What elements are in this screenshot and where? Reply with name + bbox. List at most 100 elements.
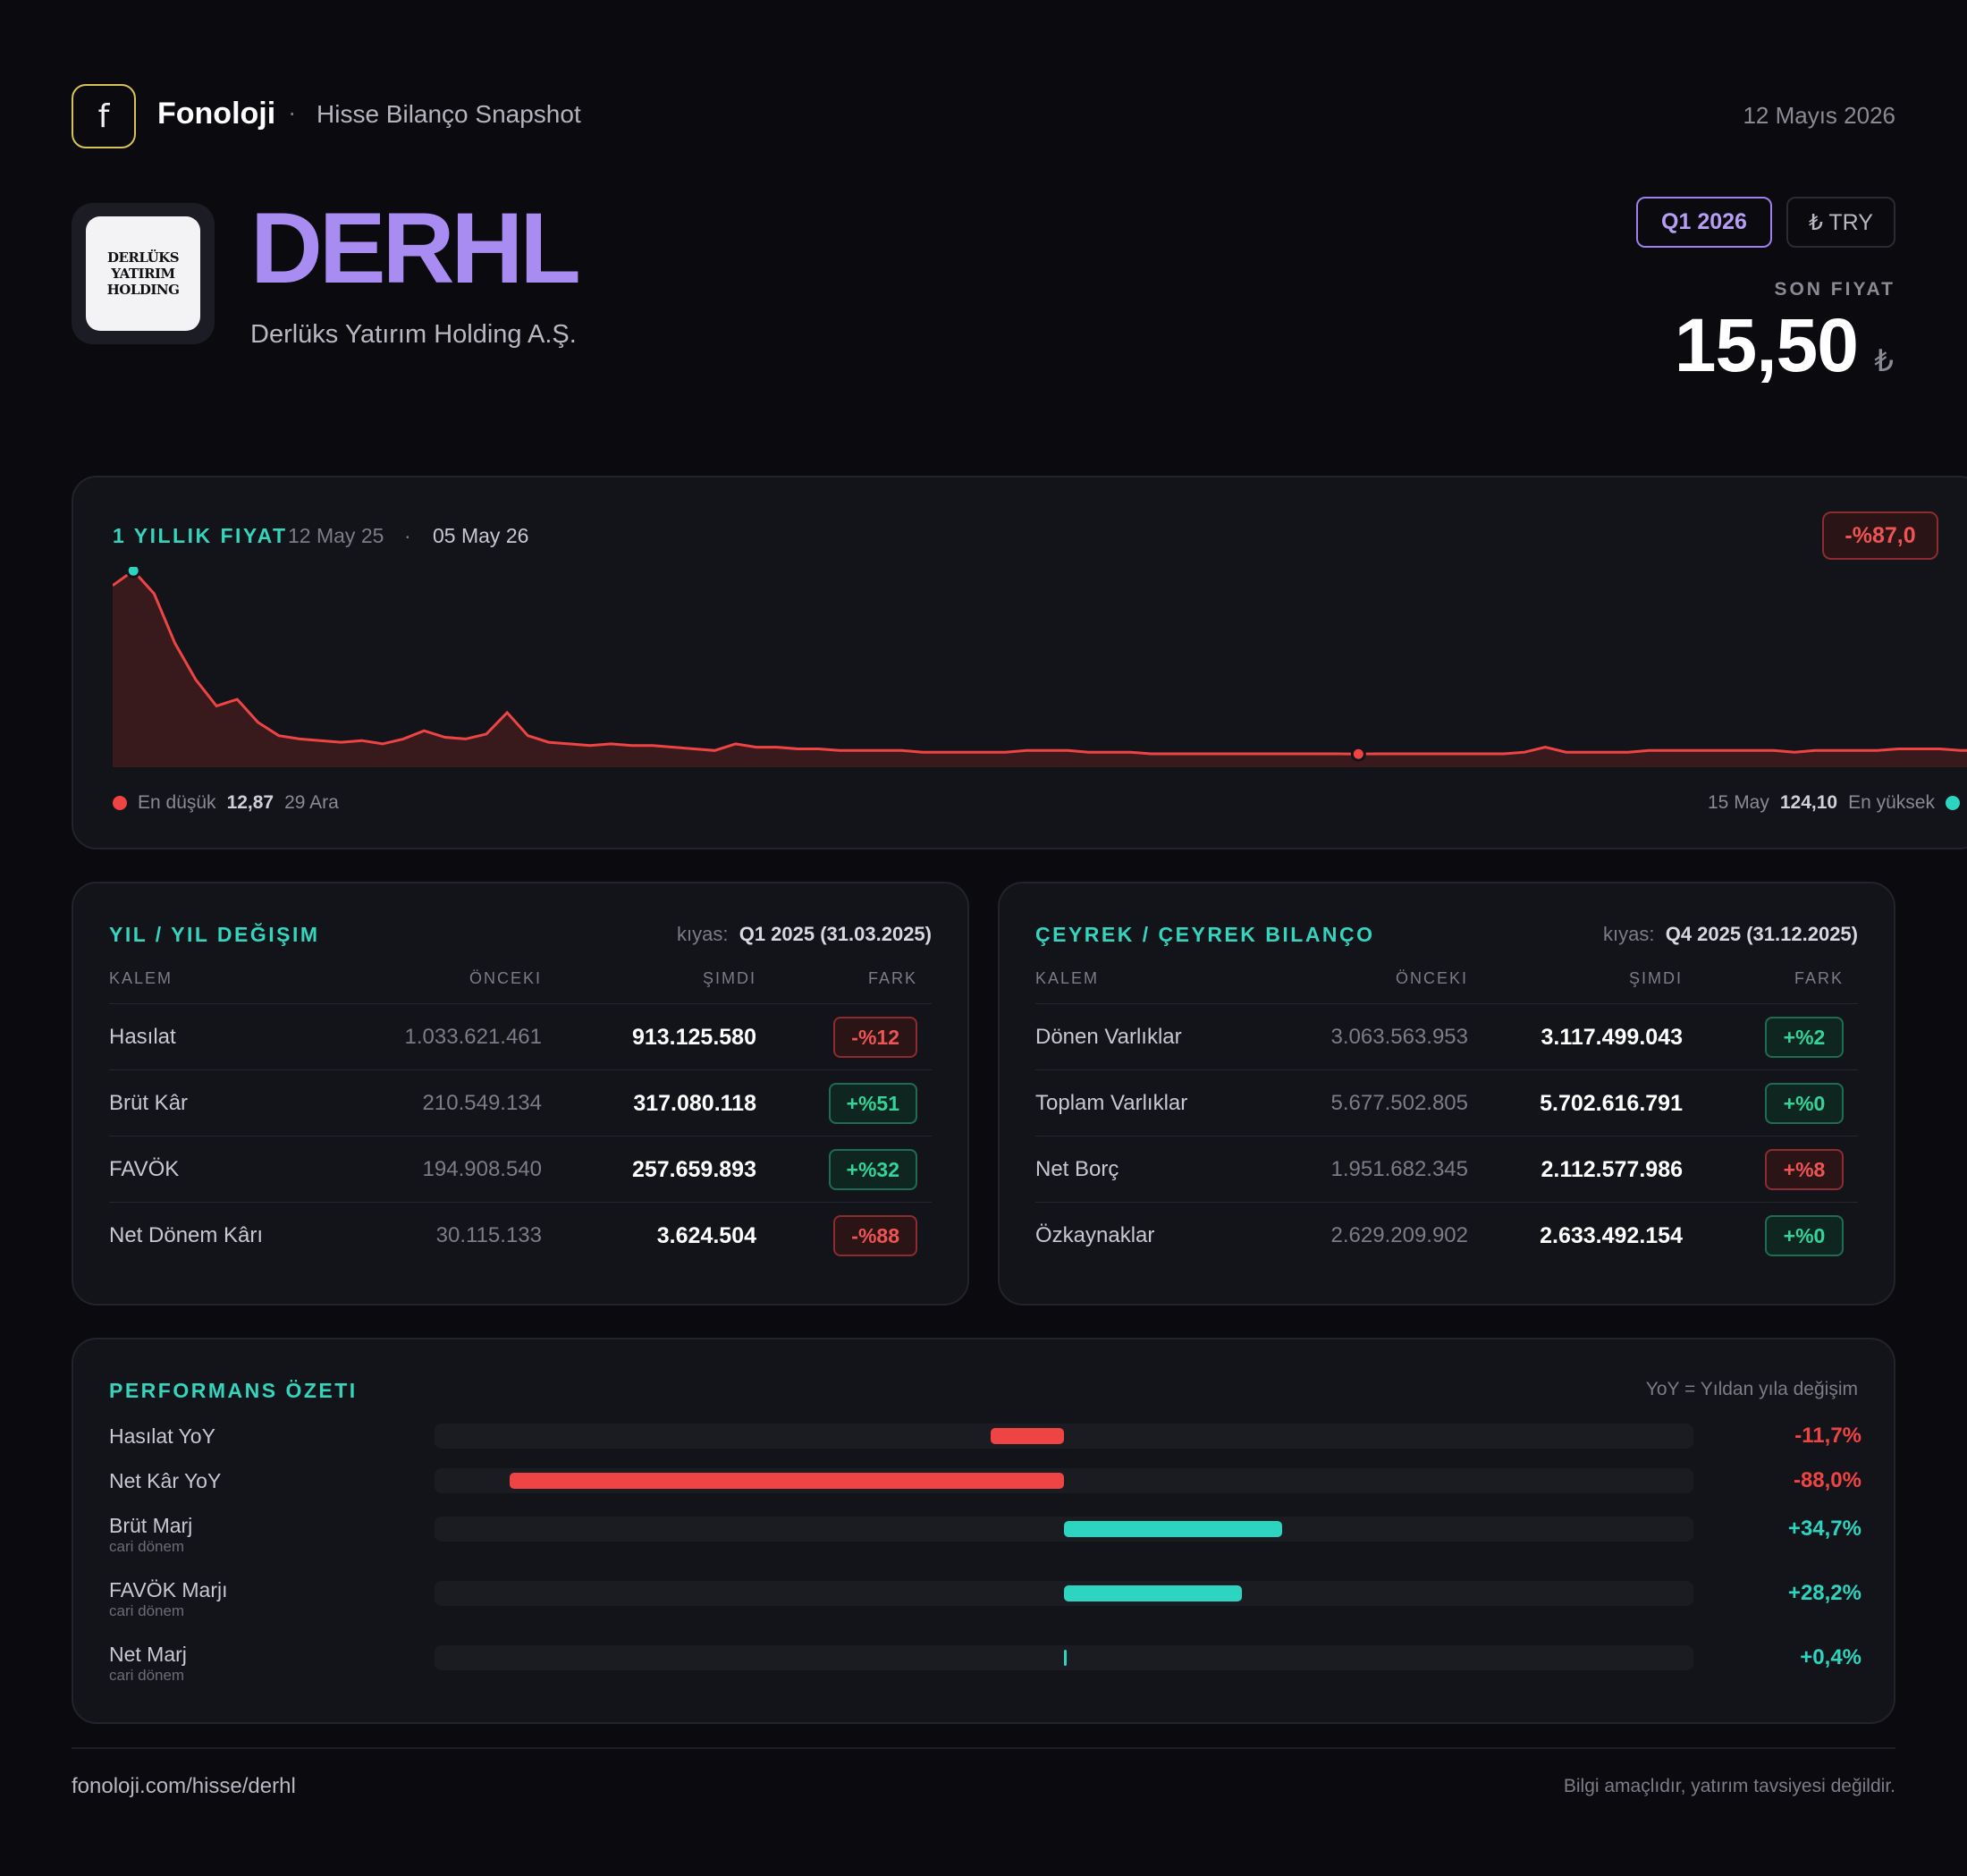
report-date: 12 Mayıs 2026 bbox=[1743, 102, 1895, 129]
row-diff-cell: +%0 bbox=[1765, 1070, 1844, 1137]
row-current: 317.080.118 bbox=[633, 1090, 756, 1116]
qoq-comparison: kıyas: Q4 2025 (31.12.2025) bbox=[1603, 923, 1858, 946]
row-current: 2.633.492.154 bbox=[1540, 1222, 1683, 1248]
performance-value: +28,2% bbox=[1787, 1581, 1861, 1605]
row-diff-cell: +%8 bbox=[1765, 1137, 1844, 1203]
performance-bar bbox=[510, 1473, 1064, 1489]
performance-bar bbox=[990, 1428, 1064, 1444]
qoq-title: ÇEYREK / ÇEYREK BILANÇO bbox=[1035, 923, 1375, 946]
header-kalem: KALEM bbox=[1035, 969, 1100, 987]
company-logo-image: DERLÜKS YATIRIM HOLDING bbox=[86, 216, 200, 331]
performance-title: PERFORMANS ÖZETI bbox=[109, 1379, 358, 1402]
row-previous: 3.063.563.953 bbox=[1330, 1025, 1468, 1049]
performance-sublabel: cari dönem bbox=[109, 1538, 185, 1555]
header-subtitle: Hisse Bilanço Snapshot bbox=[317, 100, 581, 128]
yoy-kiyas-label: kıyas: bbox=[677, 923, 729, 945]
performance-label: Hasılat YoY bbox=[109, 1424, 215, 1448]
row-current: 2.112.577.986 bbox=[1541, 1156, 1684, 1182]
performance-track bbox=[435, 1424, 1693, 1449]
row-previous: 1.033.621.461 bbox=[404, 1025, 542, 1049]
row-name: Dönen Varlıklar bbox=[1035, 1025, 1182, 1049]
row-previous: 2.629.209.902 bbox=[1330, 1223, 1468, 1247]
table-row: Brüt Kâr 210.549.134 317.080.118 +%51 bbox=[109, 1069, 932, 1136]
yoy-title: YIL / YIL DEĞIŞIM bbox=[109, 923, 320, 946]
row-name: Net Borç bbox=[1035, 1157, 1119, 1181]
price-chart-card: 1 YILLIK FIYAT 12 May 25 · 05 May 26 -%8… bbox=[72, 476, 1967, 849]
performance-bar bbox=[1064, 1585, 1242, 1601]
table-row: Dönen Varlıklar 3.063.563.953 3.117.499.04… bbox=[1035, 1003, 1858, 1069]
performance-sublabel: cari dönem bbox=[109, 1667, 185, 1684]
high-value: 124,10 bbox=[1779, 792, 1838, 813]
performance-bar bbox=[1064, 1521, 1283, 1537]
qoq-table-card: ÇEYREK / ÇEYREK BILANÇO kıyas: Q4 2025 (… bbox=[998, 882, 1895, 1306]
yoy-comparison: kıyas: Q1 2025 (31.03.2025) bbox=[677, 923, 932, 946]
period-badge[interactable]: Q1 2026 bbox=[1636, 197, 1772, 248]
currency-badge[interactable]: ₺ TRY bbox=[1786, 197, 1895, 248]
performance-track bbox=[435, 1581, 1693, 1606]
chart-title: 1 YILLIK FIYAT bbox=[113, 524, 288, 547]
performance-value: +34,7% bbox=[1787, 1517, 1861, 1541]
performance-label: FAVÖK Marjı bbox=[109, 1578, 228, 1601]
yoy-table-card: YIL / YIL DEĞIŞIM kıyas: Q1 2025 (31.03.… bbox=[72, 882, 969, 1306]
low-value: 12,87 bbox=[226, 792, 274, 813]
yoy-table-header: KALEM ÖNCEKI ŞIMDI FARK bbox=[109, 969, 932, 991]
performance-value: -88,0% bbox=[1793, 1468, 1861, 1492]
header-fark: FARK bbox=[1794, 969, 1844, 987]
performance-value: +0,4% bbox=[1800, 1645, 1861, 1669]
table-row: Hasılat 1.033.621.461 913.125.580 -%12 bbox=[109, 1003, 932, 1069]
performance-value: -11,7% bbox=[1794, 1424, 1861, 1448]
row-name: FAVÖK bbox=[109, 1157, 180, 1181]
row-current: 3.117.499.043 bbox=[1541, 1024, 1684, 1050]
low-label: En düşük bbox=[138, 792, 216, 813]
yoy-kiyas-value: Q1 2025 (31.03.2025) bbox=[739, 923, 932, 945]
header-onceki: ÖNCEKI bbox=[1395, 969, 1468, 987]
low-dot-icon bbox=[113, 796, 127, 810]
diff-badge: +%32 bbox=[828, 1149, 917, 1190]
row-name: Özkaynaklar bbox=[1035, 1223, 1155, 1247]
last-price: 15,50 bbox=[1674, 303, 1859, 387]
diff-badge: +%0 bbox=[1765, 1083, 1844, 1124]
row-name: Brüt Kâr bbox=[109, 1091, 189, 1115]
high-date: 15 May bbox=[1708, 792, 1769, 813]
ticker-symbol: DERHL bbox=[250, 192, 581, 304]
price-area-fill bbox=[113, 570, 1967, 767]
price-change-badge: -%87,0 bbox=[1822, 511, 1938, 560]
diff-badge: -%12 bbox=[833, 1017, 917, 1058]
company-logo: DERLÜKS YATIRIM HOLDING bbox=[72, 203, 215, 344]
chart-high-legend: 15 May 124,10 En yüksek bbox=[1708, 792, 1960, 814]
row-diff-cell: +%32 bbox=[828, 1137, 917, 1203]
row-name: Toplam Varlıklar bbox=[1035, 1091, 1188, 1115]
performance-track bbox=[435, 1468, 1693, 1493]
row-previous: 1.951.682.345 bbox=[1330, 1157, 1468, 1181]
diff-badge: +%51 bbox=[828, 1083, 917, 1124]
header-simdi: ŞIMDI bbox=[702, 969, 756, 987]
qoq-table-header: KALEM ÖNCEKI ŞIMDI FARK bbox=[1035, 969, 1858, 991]
header-onceki: ÖNCEKI bbox=[469, 969, 542, 987]
row-previous: 5.677.502.805 bbox=[1330, 1091, 1468, 1115]
chart-low-legend: En düşük 12,87 29 Ara bbox=[113, 792, 339, 814]
chart-end-date: 05 May 26 bbox=[433, 524, 529, 547]
price-currency: ₺ bbox=[1874, 344, 1894, 378]
performance-sublabel: cari dönem bbox=[109, 1602, 185, 1619]
performance-label: Net Kâr YoY bbox=[109, 1469, 222, 1492]
row-diff-cell: -%88 bbox=[833, 1203, 917, 1269]
row-previous: 194.908.540 bbox=[422, 1157, 542, 1181]
row-current: 5.702.616.791 bbox=[1540, 1090, 1683, 1116]
brand-name[interactable]: Fonoloji bbox=[157, 97, 276, 131]
performance-card: PERFORMANS ÖZETI YoY = Yıldan yıla değiş… bbox=[72, 1338, 1895, 1724]
performance-track bbox=[435, 1517, 1693, 1542]
table-row: Toplam Varlıklar 5.677.502.805 5.702.616.7… bbox=[1035, 1069, 1858, 1136]
brand-logo[interactable]: f bbox=[72, 84, 136, 148]
table-row: Özkaynaklar 2.629.209.902 2.633.492.154 +%0 bbox=[1035, 1202, 1858, 1268]
footer-disclaimer: Bilgi amaçlıdır, yatırım tavsiyesi değil… bbox=[1563, 1776, 1895, 1796]
max-price-marker[interactable] bbox=[125, 567, 141, 579]
row-current: 3.624.504 bbox=[656, 1222, 756, 1248]
footer-url-link[interactable]: fonoloji.com/hisse/derhl bbox=[72, 1774, 296, 1798]
min-price-marker[interactable] bbox=[1350, 746, 1366, 762]
performance-label: Net Marj bbox=[109, 1643, 187, 1666]
performance-note: YoY = Yıldan yıla değişim bbox=[1645, 1379, 1858, 1399]
chart-start-date: 12 May 25 bbox=[288, 524, 384, 547]
table-row: FAVÖK 194.908.540 257.659.893 +%32 bbox=[109, 1136, 932, 1202]
diff-badge: +%2 bbox=[1765, 1017, 1844, 1058]
performance-label: Brüt Marj bbox=[109, 1514, 193, 1537]
